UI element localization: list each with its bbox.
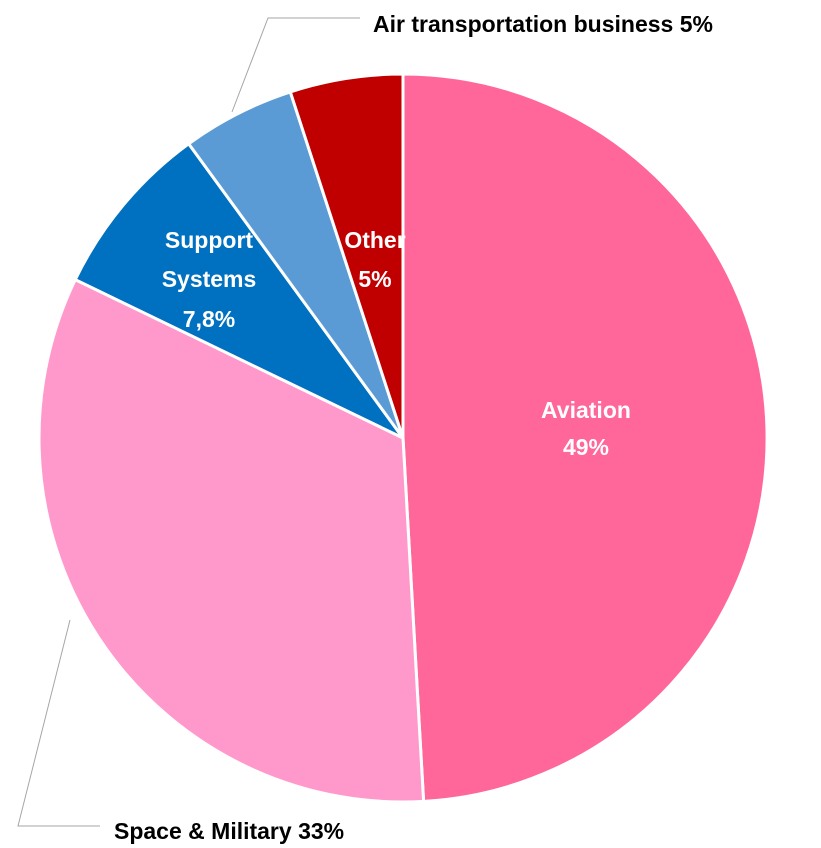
pie-slice-other (288, 72, 405, 440)
pie-slice-space-military (37, 278, 426, 804)
data-label-support-value: 7,8% (183, 306, 235, 332)
data-label-support-name-line2: Systems (162, 266, 257, 292)
data-label-other-value: 5% (358, 266, 391, 292)
leader-line-air-transportation (231, 17, 360, 113)
data-label-air-transportation: Air transportation business 5% (373, 11, 713, 37)
data-label-other-name: Other (344, 227, 405, 253)
data-label-aviation-value: 49% (563, 434, 609, 460)
data-label-support-name-line1: Support (165, 227, 253, 253)
data-label-aviation-name: Aviation (541, 397, 631, 423)
data-label-space-military: Space & Military 33% (114, 818, 344, 844)
leader-line-space-military (17, 619, 100, 827)
pie-slices (37, 72, 769, 804)
pie-slice-aviation (401, 72, 769, 803)
pie-slice-support-systems (73, 142, 405, 440)
